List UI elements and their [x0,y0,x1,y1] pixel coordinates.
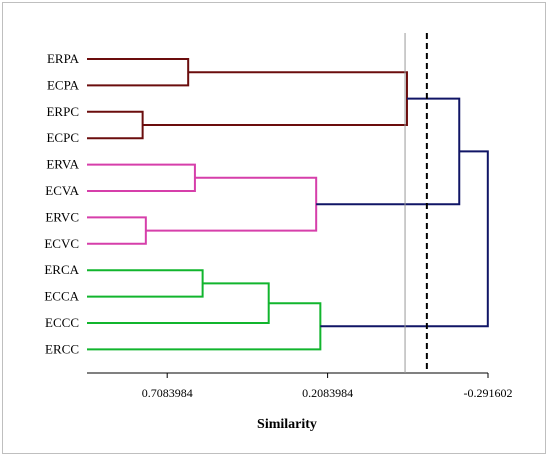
cut-lines [404,33,428,373]
x-tick-label-1: 0.7083984 [142,386,193,400]
dendrogram-link-3 [142,71,408,126]
dendrogram-chart: ERPA ECPA ERPC ECPC ERVA ECVA ERVC ECVC ERCA ECCA… [44,33,513,432]
leaf-label-erpc: ERPC [46,104,79,119]
dendrogram-link-2 [87,110,144,140]
leaf-label-ecpc: ECPC [46,130,79,145]
dendrogram-link-9 [87,282,270,324]
x-tick-label-2: 0.2083984 [302,386,353,400]
leaf-label-ecva: ECVA [45,183,79,198]
leaf-label-erpa: ERPA [47,51,80,66]
leaf-label-erca: ERCA [44,262,79,277]
x-axis: 0.7083984 0.2083984 -0.291602 [142,373,513,400]
leaf-label-ecca: ECCA [44,289,79,304]
dendrogram-link-1 [87,58,190,87]
leaf-label-ecpa: ECPA [47,77,80,92]
dendrogram-link-7 [316,97,461,206]
leaf-label-ercc: ERCC [45,341,79,356]
dendrogram-link-6 [145,176,318,232]
leaf-label-erva: ERVA [46,157,79,172]
dendrogram-link-5 [87,216,147,245]
leaf-label-ervc: ERVC [45,209,79,224]
dendrogram-link-4 [87,163,196,192]
dendrogram-link-11 [320,150,489,328]
dendrogram-branches [87,58,489,351]
x-tick-label-3: -0.291602 [464,386,513,400]
dendrogram-link-8 [87,269,204,298]
dendrogram-link-10 [87,302,322,351]
x-axis-title: Similarity [257,417,317,432]
chart-frame: ERPA ECPA ERPC ECPC ERVA ECVA ERVC ECVC ERCA ECCA… [2,2,546,454]
leaf-label-ecvc: ECVC [44,236,79,251]
leaf-labels: ERPA ECPA ERPC ECPC ERVA ECVA ERVC ECVC ERCA ECCA… [44,51,79,356]
leaf-label-eccc: ECCC [45,315,79,330]
